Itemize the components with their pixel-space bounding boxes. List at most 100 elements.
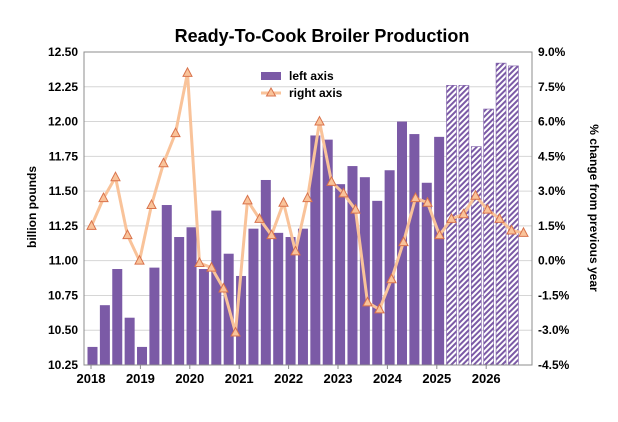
bar bbox=[149, 267, 160, 365]
x-tick-label: 2025 bbox=[422, 371, 451, 386]
line-marker bbox=[182, 66, 193, 77]
bar bbox=[421, 182, 432, 365]
bar bbox=[186, 227, 197, 365]
x-tick-label: 2019 bbox=[126, 371, 155, 386]
bar bbox=[260, 179, 271, 365]
x-tick-label: 2021 bbox=[225, 371, 254, 386]
bar bbox=[137, 346, 148, 365]
bar-forecast bbox=[495, 62, 507, 366]
line-marker bbox=[278, 196, 289, 207]
y-right-tick-label: 6.0% bbox=[538, 115, 566, 129]
y-left-tick-label: 12.00 bbox=[48, 115, 78, 129]
y-right-tick-label: 0.0% bbox=[538, 254, 566, 268]
line-marker bbox=[410, 191, 421, 203]
line-marker bbox=[206, 261, 217, 272]
bar bbox=[285, 237, 296, 365]
bar-forecast bbox=[458, 85, 470, 366]
line-marker bbox=[218, 282, 229, 293]
line-marker bbox=[110, 171, 121, 182]
legend-bar-swatch bbox=[261, 72, 281, 80]
y-left-tick-label: 11.25 bbox=[49, 219, 79, 233]
line-marker bbox=[374, 303, 385, 314]
line-marker bbox=[314, 115, 325, 126]
chart-title: Ready-To-Cook Broiler Production bbox=[175, 26, 470, 46]
line-marker bbox=[482, 203, 493, 214]
bar bbox=[161, 205, 172, 365]
bar bbox=[211, 210, 222, 365]
y-right-tick-label: -4.5% bbox=[538, 358, 570, 372]
line-marker bbox=[230, 326, 241, 337]
x-tick-label: 2020 bbox=[175, 371, 204, 386]
line-marker bbox=[170, 127, 181, 138]
line-marker bbox=[398, 236, 409, 247]
y-left-tick-label: 10.75 bbox=[48, 288, 78, 302]
line-marker bbox=[122, 229, 133, 240]
bar bbox=[236, 275, 247, 365]
bar bbox=[372, 200, 383, 365]
line-marker bbox=[86, 219, 97, 230]
bar bbox=[310, 135, 321, 365]
legend: left axis right axis bbox=[261, 69, 343, 100]
bar bbox=[198, 269, 209, 365]
y-right-tick-label: 3.0% bbox=[538, 184, 566, 198]
line-marker bbox=[134, 254, 145, 265]
bar bbox=[297, 228, 308, 365]
line-marker bbox=[290, 245, 301, 256]
bar bbox=[124, 317, 135, 365]
bar bbox=[335, 184, 346, 365]
line-marker bbox=[434, 229, 445, 240]
line-marker bbox=[254, 212, 265, 223]
line-marker bbox=[386, 273, 397, 284]
bar bbox=[273, 232, 284, 365]
line-marker bbox=[326, 175, 337, 186]
y-left-tick-label: 11.75 bbox=[49, 149, 79, 163]
bar bbox=[112, 269, 123, 365]
y-axis-left-label: billion pounds bbox=[25, 166, 39, 248]
legend-line-marker bbox=[265, 86, 277, 97]
y-left-tick-label: 11.50 bbox=[49, 184, 79, 198]
bar bbox=[174, 237, 185, 365]
bar bbox=[87, 346, 98, 365]
line-marker bbox=[146, 198, 157, 210]
legend-line-label: right axis bbox=[289, 86, 343, 100]
line-marker bbox=[158, 157, 169, 168]
x-tick-label: 2026 bbox=[472, 371, 501, 386]
x-tick-label: 2018 bbox=[77, 371, 106, 386]
line-marker bbox=[338, 187, 349, 198]
y-right-tick-label: -3.0% bbox=[538, 323, 570, 337]
x-tick-label: 2022 bbox=[274, 371, 303, 386]
y-left-tick-label: 10.25 bbox=[48, 358, 78, 372]
line-marker bbox=[362, 296, 373, 307]
line-marker bbox=[98, 191, 109, 203]
y-left-tick-label: 10.50 bbox=[48, 323, 78, 337]
y-right-tick-label: 1.5% bbox=[538, 219, 566, 233]
line-marker bbox=[518, 226, 529, 237]
y-left-tick-label: 12.50 bbox=[48, 45, 78, 59]
x-tick-label: 2024 bbox=[373, 371, 403, 386]
bar bbox=[248, 228, 259, 365]
line-marker bbox=[242, 194, 253, 205]
y-left-tick-label: 11.00 bbox=[49, 254, 79, 268]
line-marker bbox=[266, 229, 277, 240]
y-axis-right-label: % change from previous year bbox=[587, 124, 601, 292]
line-series bbox=[86, 66, 529, 337]
bar bbox=[99, 305, 110, 365]
bar-forecast bbox=[470, 146, 482, 366]
line-marker bbox=[446, 212, 457, 223]
line-marker bbox=[506, 224, 517, 235]
y-right-tick-label: 9.0% bbox=[538, 45, 566, 59]
line-marker bbox=[458, 208, 469, 219]
line-marker bbox=[494, 212, 505, 223]
bar-forecast bbox=[508, 65, 519, 366]
line-marker bbox=[470, 189, 481, 200]
bar bbox=[322, 139, 333, 365]
x-tick-label: 2023 bbox=[324, 371, 353, 386]
axes: 12.50 12.25 12.00 11.75 11.50 11.25 11.00 10.75… bbox=[48, 45, 570, 386]
line-marker bbox=[350, 203, 361, 214]
y-right-tick-label: 4.5% bbox=[538, 149, 566, 163]
line-marker bbox=[194, 256, 205, 267]
y-left-tick-label: 12.25 bbox=[48, 80, 78, 94]
bar bbox=[347, 166, 358, 365]
